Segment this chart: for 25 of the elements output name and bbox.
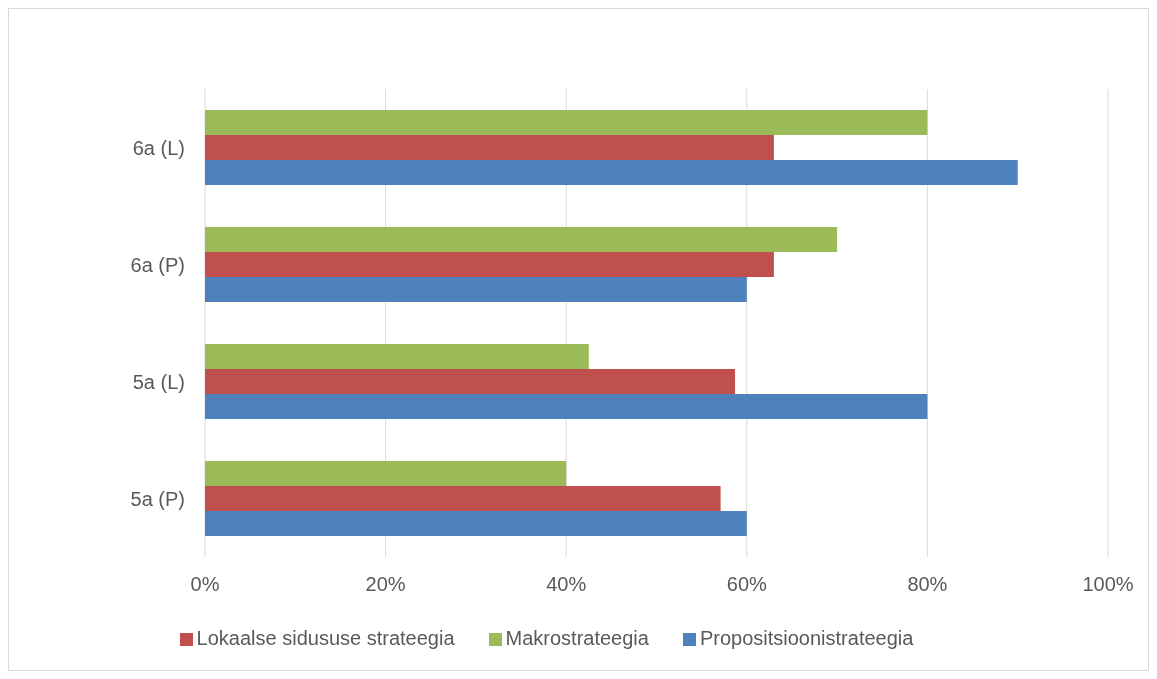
bar xyxy=(205,160,1018,186)
legend-label: Makrostrateegia xyxy=(505,627,649,649)
x-tick-label: 20% xyxy=(365,573,406,596)
y-tick-label: 5a (P) xyxy=(130,487,185,510)
bar xyxy=(205,135,774,161)
x-tick-label: 40% xyxy=(546,573,587,596)
bar xyxy=(205,394,928,420)
bar xyxy=(205,110,928,136)
bar xyxy=(205,344,589,370)
bar xyxy=(205,369,736,395)
bar xyxy=(205,511,747,537)
y-tick-label: 5a (L) xyxy=(132,370,185,393)
bar xyxy=(205,277,747,303)
legend-label: Propositsioonistrateegia xyxy=(699,627,914,649)
bar xyxy=(205,252,774,278)
x-tick-label: 100% xyxy=(1082,573,1134,596)
x-tick-label: 60% xyxy=(726,573,768,596)
legend-label: Lokaalse sidususe strateegia xyxy=(196,627,455,649)
x-tick-label: 0% xyxy=(190,573,220,596)
y-tick-label: 6a (P) xyxy=(130,253,185,276)
bar xyxy=(205,486,721,512)
bar xyxy=(205,461,567,487)
bar xyxy=(205,227,838,253)
y-tick-label: 6a (L) xyxy=(132,136,185,159)
x-tick-label: 80% xyxy=(907,573,948,596)
